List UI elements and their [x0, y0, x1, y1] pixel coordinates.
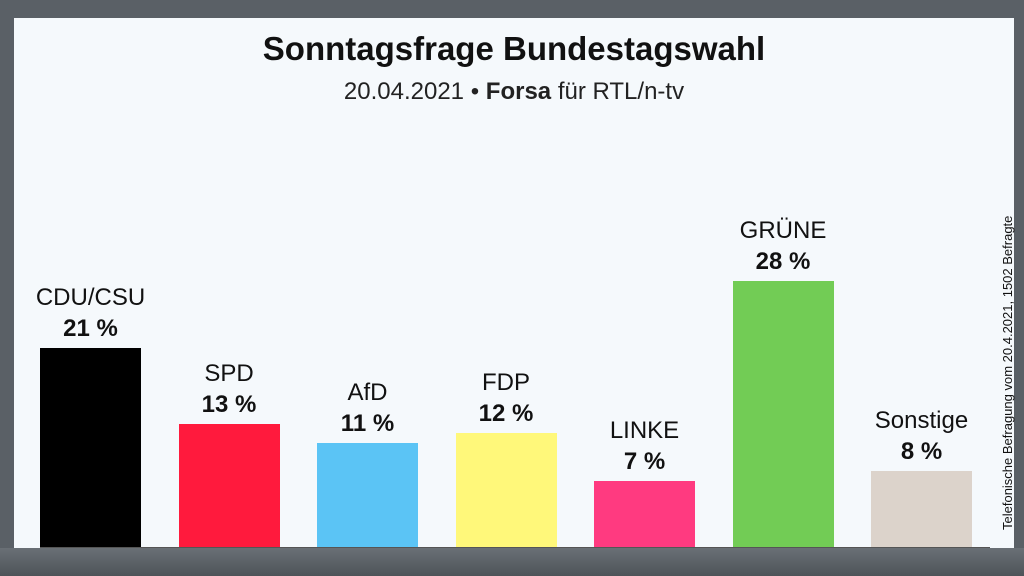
- bar-label: GRÜNE 28 %: [713, 215, 853, 277]
- client-name: für RTL/n-tv: [557, 78, 685, 105]
- bar-gr-ne: [732, 281, 834, 547]
- party-percentage: 7 %: [623, 447, 666, 475]
- party-percentage: 28 %: [755, 248, 811, 275]
- party-name: AfD: [347, 378, 388, 406]
- bottom-strip: [0, 548, 1024, 576]
- party-name: SPD: [204, 359, 254, 387]
- bar-afd: [317, 442, 418, 547]
- party-name: Sonstige: [874, 407, 969, 434]
- subtitle-separator: •: [470, 78, 480, 105]
- bar-fdp: [455, 433, 557, 547]
- bar-label: SPD 13 %: [159, 358, 299, 420]
- bar-spd: [178, 423, 280, 547]
- party-percentage: 13 %: [201, 390, 257, 418]
- bar-label: LINKE 7 %: [575, 415, 715, 477]
- party-percentage: 21 %: [63, 314, 118, 342]
- bar-label: AfD 11 %: [298, 377, 438, 439]
- chart-title: Sonntagsfrage Bundestagswahl: [262, 30, 766, 67]
- source-note: Telefonische Befragung vom 20.4.2021, 15…: [1000, 215, 1015, 530]
- party-percentage: 8 %: [900, 438, 943, 465]
- bar-sonstige: [871, 471, 972, 547]
- chart-panel: Sonntagsfrage Bundestagswahl 20.04.2021 …: [14, 18, 1015, 549]
- bar-label: Sonstige 8 %: [852, 405, 992, 467]
- party-percentage: 11 %: [340, 409, 395, 437]
- survey-date: 20.04.2021: [343, 78, 465, 105]
- party-percentage: 12 %: [478, 400, 534, 427]
- bar-label: CDU/CSU 21 %: [21, 282, 161, 344]
- party-name: LINKE: [609, 416, 680, 444]
- bar-label: FDP 12 %: [436, 367, 576, 429]
- party-name: FDP: [482, 369, 530, 396]
- party-name: GRÜNE: [739, 217, 827, 244]
- party-name: CDU/CSU: [35, 283, 146, 311]
- bar-cdu-csu: [40, 347, 141, 547]
- institute-name: Forsa: [485, 78, 552, 105]
- chart-subtitle: 20.04.2021 • Forsa für RTL/n-tv: [14, 78, 1014, 106]
- bar-linke: [594, 480, 695, 547]
